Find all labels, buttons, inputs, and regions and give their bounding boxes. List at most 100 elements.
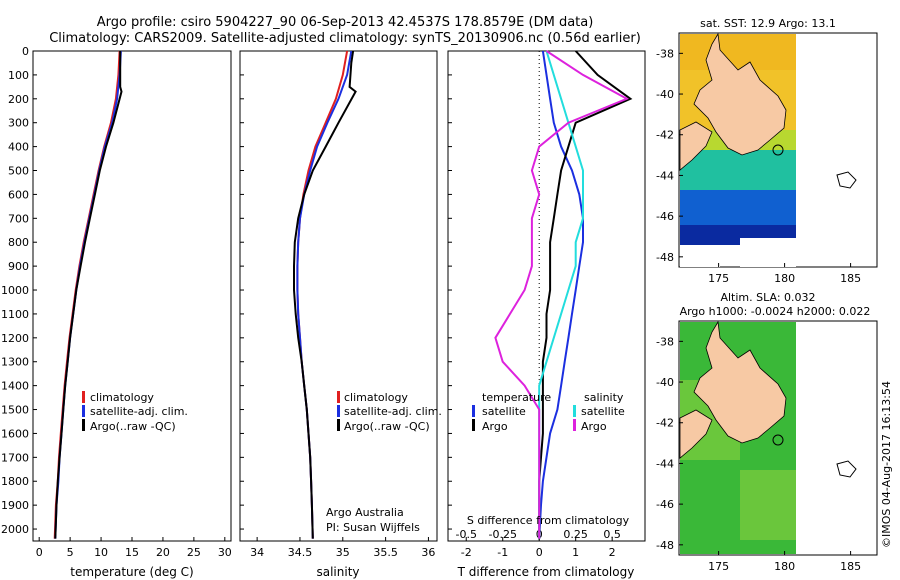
- sst-map: [678, 32, 878, 268]
- lat-tick-label: -42: [656, 417, 674, 430]
- sla-map-title-2: Argo h1000: -0.0024 h2000: 0.022: [680, 305, 871, 318]
- depth-tick-label: 300: [8, 117, 29, 130]
- lat-tick-label: -44: [656, 169, 674, 182]
- chatham-island-outline: [836, 460, 857, 478]
- x-tick-label: 35.5: [373, 546, 398, 559]
- south-island-land: [679, 409, 713, 459]
- salinity-legend: climatology satellite-adj. clim. Argo(..…: [337, 391, 442, 433]
- credit-line-1: Argo Australia: [326, 506, 404, 519]
- sst-map-title: sat. SST: 12.9 Argo: 13.1: [700, 17, 836, 30]
- depth-axis: 0 100 200 300 400 500 600 700 800 900 1000 1100 1200…: [1, 45, 452, 536]
- temperature-panel-frame: [32, 50, 232, 542]
- lat-tick-label: -42: [656, 129, 674, 142]
- depth-tick-label: 1500: [1, 404, 29, 417]
- x-tick-label: 34: [250, 546, 264, 559]
- temperature-xlabel: temperature (deg C): [70, 565, 193, 579]
- depth-tick-label: 900: [8, 260, 29, 273]
- series-argo-raw-qc-: [293, 50, 357, 539]
- lat-tick-label: -40: [656, 376, 674, 389]
- x-tick-label: -2: [461, 546, 472, 559]
- legend-sal-satellite: satellite: [581, 405, 625, 418]
- depth-tick-label: 100: [8, 69, 29, 82]
- depth-tick-label: 1800: [1, 475, 29, 488]
- depth-tick-label: 1100: [1, 308, 29, 321]
- lat-tick-label: -38: [656, 47, 674, 60]
- depth-tick-label: 200: [8, 93, 29, 106]
- sla-high-patch-2: [740, 470, 796, 540]
- legend-temp-argo: Argo: [482, 420, 508, 433]
- depth-tick-label: 1200: [1, 332, 29, 345]
- lon-tick-label: 185: [840, 560, 861, 573]
- title-line-1: Argo profile: csiro 5904227_90 06-Sep-20…: [97, 15, 594, 30]
- sla-map-title-1: Altim. SLA: 0.032: [720, 291, 815, 304]
- legend-swatch-satellite: [82, 405, 85, 417]
- x-tick-label: 5: [67, 546, 74, 559]
- north-island-land: [693, 320, 787, 444]
- lon-tick-label: 180: [774, 272, 795, 285]
- temperature-legend: climatology satellite-adj. clim. Argo(..…: [82, 391, 188, 433]
- depth-tick-label: 0: [22, 45, 29, 58]
- x-tick-label: 20: [156, 546, 170, 559]
- sla-map-axes: -38 -40 -42 -44 -46 -48 175 180 185: [656, 335, 861, 573]
- x-tick-label: 25: [187, 546, 201, 559]
- series-argo-raw-qc-: [54, 51, 123, 539]
- legend-climatology: climatology: [90, 391, 154, 404]
- chart-series: [53, 50, 633, 541]
- legend-satellite: satellite-adj. clim.: [344, 405, 442, 418]
- x-tick-label: 36: [421, 546, 435, 559]
- argo-location-marker: [772, 434, 784, 446]
- sst-cold-region: [680, 190, 796, 230]
- depth-tick-label: 1400: [1, 380, 29, 393]
- sst-map-axes: -38 -40 -42 -44 -46 -48 175 180 185: [656, 47, 861, 285]
- lat-tick-label: -44: [656, 457, 674, 470]
- depth-tick-label: 400: [8, 141, 29, 154]
- legend-swatch-satellite: [337, 405, 340, 417]
- imos-footer: ©IMOS 04-Aug-2017 16:13:54: [880, 381, 893, 548]
- sst-cool-region: [680, 150, 796, 195]
- lon-tick-label: 175: [708, 272, 729, 285]
- s-tick-label: 0.25: [563, 528, 588, 541]
- lat-tick-label: -38: [656, 335, 674, 348]
- depth-tick-label: 700: [8, 212, 29, 225]
- x-tick-label: 2: [609, 546, 616, 559]
- sst-missing-data-2: [740, 238, 796, 267]
- s-tick-label: -0.25: [488, 528, 516, 541]
- difference-legend: temperature satellite Argo salinity sate…: [472, 391, 625, 433]
- title-line-2: Climatology: CARS2009. Satellite-adjuste…: [49, 31, 641, 46]
- legend-swatch-argo: [337, 419, 340, 431]
- legend-sal-argo: Argo: [581, 420, 607, 433]
- chatham-island-outline: [836, 171, 857, 189]
- s-difference-label: S difference from climatology: [467, 514, 630, 527]
- legend-swatch-temp-satellite: [472, 405, 475, 417]
- difference-panel-frame: [447, 50, 646, 542]
- difference-xlabel: T difference from climatology: [457, 565, 635, 579]
- s-tick-label: 0.5: [603, 528, 621, 541]
- x-tick-label: -1: [497, 546, 508, 559]
- series-salinity-argo: [494, 50, 630, 539]
- lat-tick-label: -40: [656, 88, 674, 101]
- legend-swatch-climatology: [337, 391, 340, 403]
- salinity-panel-frame: [239, 50, 438, 542]
- legend-temperature-title: temperature: [482, 391, 551, 404]
- lat-tick-label: -48: [656, 251, 674, 264]
- legend-climatology: climatology: [344, 391, 408, 404]
- depth-tick-label: 500: [8, 165, 29, 178]
- depth-tick-label: 1000: [1, 284, 29, 297]
- depth-tick-label: 1700: [1, 451, 29, 464]
- lon-tick-label: 185: [840, 272, 861, 285]
- depth-tick-label: 1900: [1, 499, 29, 512]
- depth-tick-label: 1300: [1, 356, 29, 369]
- south-island-land: [679, 121, 713, 171]
- depth-tick-label: 1600: [1, 427, 29, 440]
- lat-tick-label: -48: [656, 539, 674, 552]
- x-tick-label: 0: [536, 546, 543, 559]
- lat-tick-label: -46: [656, 210, 674, 223]
- x-tick-label: 15: [125, 546, 139, 559]
- credit-line-2: PI: Susan Wijffels: [326, 521, 420, 534]
- depth-tick-label: 2000: [1, 523, 29, 536]
- legend-swatch-sal-argo: [573, 419, 576, 431]
- lon-tick-label: 175: [708, 560, 729, 573]
- lat-tick-label: -46: [656, 498, 674, 511]
- legend-argo: Argo(..raw -QC): [344, 420, 430, 433]
